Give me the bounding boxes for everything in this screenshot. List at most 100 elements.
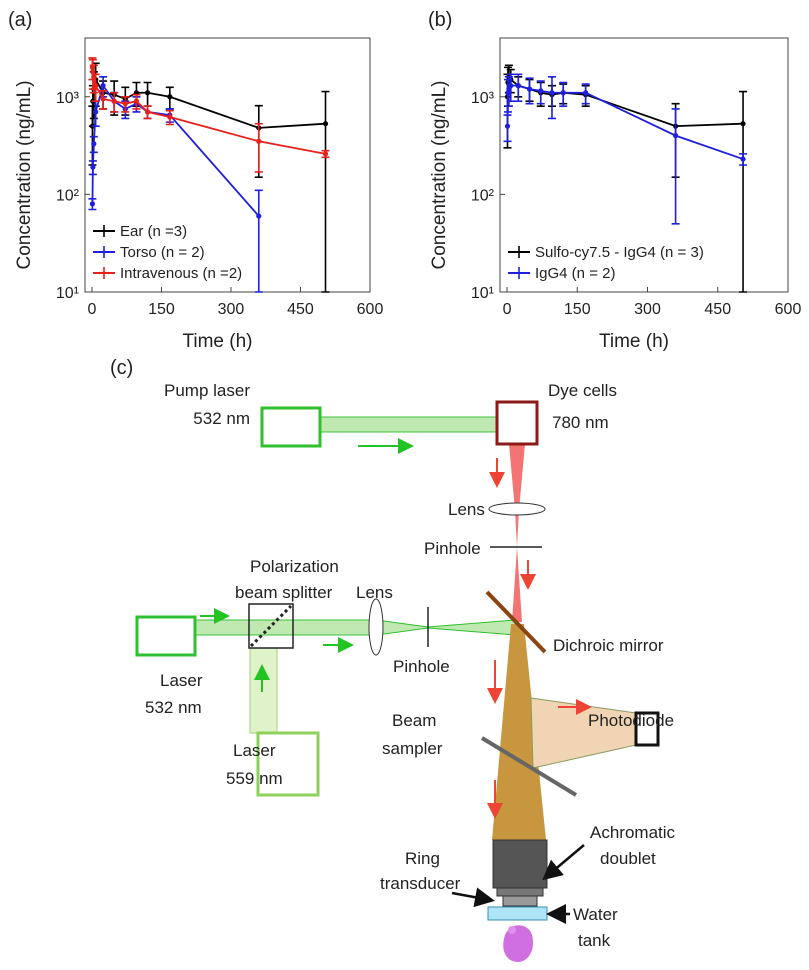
data-point <box>508 83 514 89</box>
pump-laser-box <box>260 406 322 448</box>
data-point <box>583 90 589 96</box>
data-point <box>111 98 117 104</box>
data-point <box>144 109 151 115</box>
data-point <box>90 164 96 170</box>
y-tick-label: 10³ <box>56 90 80 107</box>
data-point <box>549 90 555 96</box>
y-axis-title: Concentration (ng/mL) <box>429 80 450 269</box>
laser-559-box <box>256 731 320 797</box>
data-point <box>100 83 106 89</box>
data-point <box>122 101 128 107</box>
legend-label: Ear (n =3) <box>120 223 187 240</box>
x-tick-label: 600 <box>357 301 384 318</box>
x-tick-label: 300 <box>218 301 245 318</box>
y-tick-label: 10¹ <box>471 285 494 302</box>
objective <box>496 887 544 897</box>
x-tick-label: 150 <box>564 301 591 318</box>
label: tank <box>578 931 611 950</box>
label: Pump laser <box>164 381 250 400</box>
label: 532 nm <box>145 698 202 717</box>
data-point <box>167 114 173 120</box>
label: 559 nm <box>226 769 283 788</box>
data-point <box>167 94 173 100</box>
x-tick-label: 450 <box>287 301 314 318</box>
data-point <box>673 133 679 139</box>
beam-sampler <box>480 736 578 797</box>
error-bar <box>547 76 556 120</box>
label: sampler <box>382 739 443 758</box>
label: transducer <box>380 874 461 893</box>
mouse-ear <box>508 926 516 934</box>
legend-label: IgG4 (n = 2) <box>535 265 615 282</box>
label: Polarization <box>250 557 339 576</box>
label: Laser <box>233 741 276 760</box>
data-point <box>740 121 746 127</box>
beam <box>509 444 525 622</box>
dichroic-mirror <box>485 590 547 654</box>
beam <box>194 619 374 636</box>
data-point <box>91 141 97 147</box>
label: Lens <box>356 583 393 602</box>
data-point <box>256 213 262 219</box>
error-bar <box>254 122 263 173</box>
setup-diagram: (c) Pump laser 532 nm Dye cells 780 nm L… <box>110 357 676 962</box>
y-tick-label: 10² <box>471 187 495 204</box>
data-point <box>538 88 544 94</box>
label: beam splitter <box>235 583 333 602</box>
plot-frame <box>499 37 789 293</box>
label: doublet <box>600 849 656 868</box>
data-point <box>144 90 151 96</box>
legend-label: Sulfo-cy7.5 - IgG4 (n = 3) <box>535 244 704 261</box>
x-tick-label: 300 <box>634 301 661 318</box>
label: Pinhole <box>424 539 481 558</box>
error-bar <box>671 108 680 225</box>
data-point <box>322 151 329 157</box>
beam <box>375 619 516 636</box>
data-point <box>740 156 746 162</box>
label: Beam <box>392 711 436 730</box>
series-line <box>506 84 744 160</box>
lens <box>488 502 546 516</box>
transducer <box>502 895 538 907</box>
photodiode <box>634 711 660 747</box>
label: Achromatic <box>590 823 676 842</box>
water-tank <box>487 906 548 921</box>
data-point <box>515 83 521 89</box>
x-axis-title: Time (h) <box>182 331 252 352</box>
label: Dichroic mirror <box>553 636 664 655</box>
y-tick-label: 10³ <box>471 90 495 107</box>
y-tick-label: 10¹ <box>56 285 79 302</box>
label: Pinhole <box>393 657 450 676</box>
beam <box>319 416 498 433</box>
plot-frame <box>84 37 371 293</box>
label: Water <box>573 905 618 924</box>
panel-label: (a) <box>8 9 32 31</box>
beam <box>530 697 637 769</box>
lens <box>368 598 384 656</box>
x-tick-label: 600 <box>775 301 802 318</box>
chart: (b) 0 150 300 450 600 10¹ 10² 10³ Time (h) Concent… <box>428 9 801 352</box>
beam <box>492 624 546 840</box>
label: Ring <box>405 849 440 868</box>
label: 780 nm <box>552 413 609 432</box>
label: Laser <box>160 671 203 690</box>
data-point <box>256 138 262 144</box>
legend-label: Torso (n = 2) <box>120 244 205 261</box>
label: Dye cells <box>548 381 617 400</box>
label: Lens <box>448 500 485 519</box>
data-point <box>93 83 99 89</box>
data-point <box>93 109 99 115</box>
laser-532-box <box>135 615 197 657</box>
label: Photodiode <box>588 711 674 730</box>
data-point <box>100 96 106 102</box>
label: 532 nm <box>193 409 250 428</box>
arrow <box>542 844 585 881</box>
legend-label: Intravenous (n =2) <box>120 265 242 282</box>
x-tick-label: 450 <box>704 301 731 318</box>
series-line <box>506 74 744 128</box>
panel-label: (b) <box>428 9 452 31</box>
panel-label: (c) <box>110 357 133 379</box>
objective <box>492 839 548 889</box>
